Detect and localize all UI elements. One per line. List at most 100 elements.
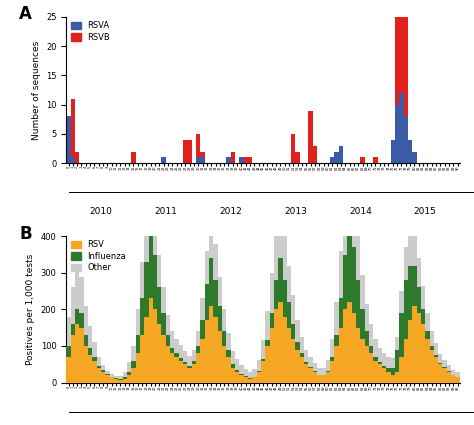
Bar <box>382 368 386 382</box>
Bar <box>71 157 75 163</box>
Text: 2015: 2015 <box>414 207 437 216</box>
Y-axis label: Positives per 1,000 tests: Positives per 1,000 tests <box>26 254 35 365</box>
Bar <box>313 146 317 163</box>
Bar <box>339 146 343 163</box>
Bar <box>374 340 378 383</box>
Bar <box>166 315 170 382</box>
Bar <box>183 364 187 382</box>
Bar <box>403 339 408 382</box>
Bar <box>429 350 434 382</box>
Bar <box>153 255 157 382</box>
Bar <box>226 357 231 382</box>
Bar <box>403 116 408 163</box>
Bar <box>131 360 136 382</box>
Bar <box>330 157 334 163</box>
Bar <box>201 157 205 163</box>
Bar <box>339 298 343 382</box>
Bar <box>170 332 174 382</box>
Bar <box>456 377 460 382</box>
Bar <box>92 342 97 382</box>
Bar <box>451 375 456 382</box>
Bar <box>408 266 412 382</box>
Bar <box>248 157 252 163</box>
Bar <box>226 333 231 382</box>
Bar <box>231 364 235 382</box>
Bar <box>231 368 235 382</box>
Bar <box>140 335 144 382</box>
Bar <box>270 313 274 383</box>
Bar <box>403 247 408 382</box>
Bar <box>339 328 343 382</box>
Text: 2013: 2013 <box>284 207 307 216</box>
Bar <box>71 324 75 382</box>
Bar <box>148 298 153 382</box>
Text: 2010: 2010 <box>90 207 112 216</box>
Bar <box>391 140 395 163</box>
Bar <box>244 157 248 163</box>
Bar <box>438 354 443 382</box>
Bar <box>334 346 339 382</box>
Bar <box>395 105 399 163</box>
Bar <box>291 295 295 382</box>
Bar <box>205 284 209 382</box>
Bar <box>105 375 109 382</box>
Bar <box>79 313 83 383</box>
Text: B: B <box>19 224 32 243</box>
Bar <box>265 340 270 382</box>
Bar <box>244 376 248 382</box>
Bar <box>114 379 118 382</box>
Bar <box>179 360 183 382</box>
Bar <box>295 342 300 382</box>
Bar <box>261 359 265 382</box>
Bar <box>321 375 326 383</box>
Bar <box>317 375 321 383</box>
Bar <box>347 229 352 382</box>
Bar <box>144 262 148 382</box>
Bar <box>75 266 79 382</box>
Bar <box>365 304 369 382</box>
Bar <box>97 368 101 382</box>
Bar <box>123 377 127 382</box>
Text: 2011: 2011 <box>155 207 177 216</box>
Bar <box>218 332 222 382</box>
Bar <box>343 309 347 382</box>
Bar <box>218 306 222 382</box>
Bar <box>205 251 209 382</box>
Bar <box>309 357 313 382</box>
Bar <box>256 360 261 382</box>
Bar <box>118 380 123 383</box>
Bar <box>183 363 187 382</box>
Bar <box>321 375 326 382</box>
Bar <box>326 371 330 383</box>
Bar <box>278 258 283 382</box>
Bar <box>399 93 403 163</box>
Bar <box>201 320 205 382</box>
Bar <box>109 377 114 382</box>
Bar <box>248 379 252 382</box>
Bar <box>114 376 118 382</box>
Bar <box>304 364 309 382</box>
Bar <box>92 357 97 382</box>
Bar <box>196 134 201 157</box>
Bar <box>209 306 213 382</box>
Bar <box>88 326 92 382</box>
Bar <box>256 371 261 382</box>
Bar <box>226 157 231 163</box>
Bar <box>408 320 412 382</box>
Bar <box>412 229 417 382</box>
Bar <box>356 280 360 382</box>
Bar <box>75 309 79 382</box>
Bar <box>136 353 140 383</box>
Y-axis label: Number of sequences: Number of sequences <box>32 40 41 140</box>
Bar <box>443 360 447 382</box>
Bar <box>330 360 334 382</box>
Bar <box>222 309 226 382</box>
Bar <box>447 371 451 382</box>
Bar <box>283 236 287 382</box>
Bar <box>391 358 395 382</box>
Bar <box>360 275 365 382</box>
Bar <box>222 332 226 382</box>
Bar <box>140 262 144 382</box>
Bar <box>118 376 123 382</box>
Bar <box>395 371 399 382</box>
